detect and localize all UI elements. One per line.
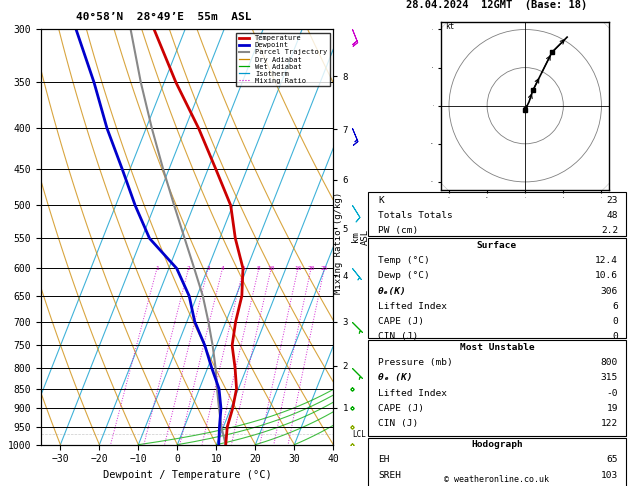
Text: Lifted Index: Lifted Index xyxy=(378,302,447,311)
Text: CAPE (J): CAPE (J) xyxy=(378,317,425,326)
Text: 0: 0 xyxy=(613,332,618,342)
Text: 2.2: 2.2 xyxy=(601,226,618,235)
Text: 3: 3 xyxy=(206,266,210,271)
Text: Pressure (mb): Pressure (mb) xyxy=(378,358,453,367)
Text: 16: 16 xyxy=(294,266,302,271)
Text: 2: 2 xyxy=(187,266,191,271)
Text: 12.4: 12.4 xyxy=(595,256,618,265)
Text: 315: 315 xyxy=(601,373,618,382)
Text: Mixing Ratio (g/kg): Mixing Ratio (g/kg) xyxy=(334,192,343,294)
Bar xyxy=(368,340,626,435)
Text: 8: 8 xyxy=(257,266,261,271)
Text: CAPE (J): CAPE (J) xyxy=(378,404,425,413)
Text: 103: 103 xyxy=(601,471,618,480)
Text: 122: 122 xyxy=(601,419,618,428)
Text: K: K xyxy=(378,195,384,205)
Text: 10: 10 xyxy=(267,266,275,271)
Text: 19: 19 xyxy=(606,404,618,413)
Text: 40°58’N  28°49’E  55m  ASL: 40°58’N 28°49’E 55m ASL xyxy=(75,12,252,22)
Text: 65: 65 xyxy=(606,455,618,465)
Text: Hodograph: Hodograph xyxy=(471,440,523,449)
Text: EH: EH xyxy=(378,455,390,465)
Text: 28.04.2024  12GMT  (Base: 18): 28.04.2024 12GMT (Base: 18) xyxy=(406,0,587,10)
Text: -0: -0 xyxy=(606,389,618,398)
Legend: Temperature, Dewpoint, Parcel Trajectory, Dry Adiabat, Wet Adiabat, Isotherm, Mi: Temperature, Dewpoint, Parcel Trajectory… xyxy=(236,33,330,87)
Text: © weatheronline.co.uk: © weatheronline.co.uk xyxy=(445,474,549,484)
Text: θₑ(K): θₑ(K) xyxy=(378,287,407,295)
Text: 6: 6 xyxy=(242,266,245,271)
Bar xyxy=(368,438,626,486)
Text: 48: 48 xyxy=(606,211,618,220)
Text: CIN (J): CIN (J) xyxy=(378,332,418,342)
Text: PW (cm): PW (cm) xyxy=(378,226,418,235)
Text: 20: 20 xyxy=(307,266,314,271)
Text: Temp (°C): Temp (°C) xyxy=(378,256,430,265)
Text: kt: kt xyxy=(445,22,454,32)
Text: 1: 1 xyxy=(155,266,159,271)
Y-axis label: km
ASL: km ASL xyxy=(350,229,370,245)
Text: 0: 0 xyxy=(613,317,618,326)
Text: Surface: Surface xyxy=(477,241,517,250)
Bar xyxy=(368,192,626,236)
Text: 23: 23 xyxy=(606,195,618,205)
Text: Lifted Index: Lifted Index xyxy=(378,389,447,398)
Text: LCL: LCL xyxy=(352,430,366,439)
Text: 4: 4 xyxy=(221,266,225,271)
Text: Totals Totals: Totals Totals xyxy=(378,211,453,220)
Bar xyxy=(368,238,626,338)
Text: 800: 800 xyxy=(601,358,618,367)
X-axis label: Dewpoint / Temperature (°C): Dewpoint / Temperature (°C) xyxy=(103,470,272,480)
Text: Dewp (°C): Dewp (°C) xyxy=(378,271,430,280)
Text: CIN (J): CIN (J) xyxy=(378,419,418,428)
Text: θₑ (K): θₑ (K) xyxy=(378,373,413,382)
Text: SREH: SREH xyxy=(378,471,401,480)
Y-axis label: hPa: hPa xyxy=(0,227,2,247)
Text: Most Unstable: Most Unstable xyxy=(460,343,534,352)
Text: 306: 306 xyxy=(601,287,618,295)
Text: 10.6: 10.6 xyxy=(595,271,618,280)
Text: 6: 6 xyxy=(613,302,618,311)
Text: 25: 25 xyxy=(321,266,328,271)
